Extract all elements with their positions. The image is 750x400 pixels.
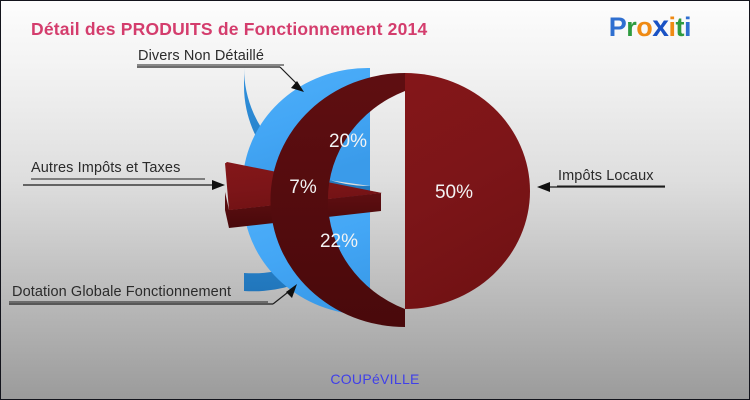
- callout-dotation-globale-fonctionnement: Dotation Globale Fonctionnement: [9, 284, 234, 301]
- logo-letter-o: o: [636, 12, 653, 42]
- logo-letter-i1: i: [668, 12, 676, 42]
- slice-autres-depth2: [225, 192, 229, 228]
- leader-autres: [23, 180, 225, 190]
- callout-dotation-text: Dotation Globale Fonctionnement: [12, 284, 232, 300]
- page-title: Détail des PRODUITS de Fonctionnement 20…: [31, 19, 428, 39]
- slice-label-impots: 50%: [435, 182, 473, 203]
- footer-city-name: COUPéVILLE: [330, 371, 420, 387]
- leader-divers: [137, 66, 304, 92]
- slice-label-divers: 20%: [329, 131, 367, 152]
- slice-impots-depth: [270, 73, 405, 327]
- leader-impots: [537, 182, 665, 192]
- proxiti-logo[interactable]: Proxiti: [608, 10, 692, 43]
- leader-dotation: [9, 284, 297, 305]
- slice-label-dotation: 22%: [320, 231, 358, 252]
- callout-divers-non-detaille: Divers Non Détaillé: [135, 48, 267, 65]
- logo-letter-t: t: [675, 12, 684, 42]
- callout-impots-locaux: Impôts Locaux: [555, 168, 657, 185]
- slice-group-impots[interactable]: [270, 73, 530, 327]
- slice-impots-face: [405, 73, 530, 309]
- logo-letter-i2: i: [683, 12, 692, 42]
- logo-letter-p: P: [608, 12, 627, 42]
- callout-impots-text: Impôts Locaux: [558, 168, 654, 184]
- callout-divers-text: Divers Non Détaillé: [138, 48, 264, 64]
- callout-autres-text: Autres Impôts et Taxes: [31, 160, 181, 176]
- logo-letter-x: x: [652, 10, 669, 43]
- logo-letter-r: r: [626, 12, 637, 42]
- callout-autres-impots-et-taxes: Autres Impôts et Taxes: [28, 160, 183, 177]
- slice-label-autres: 7%: [289, 177, 317, 198]
